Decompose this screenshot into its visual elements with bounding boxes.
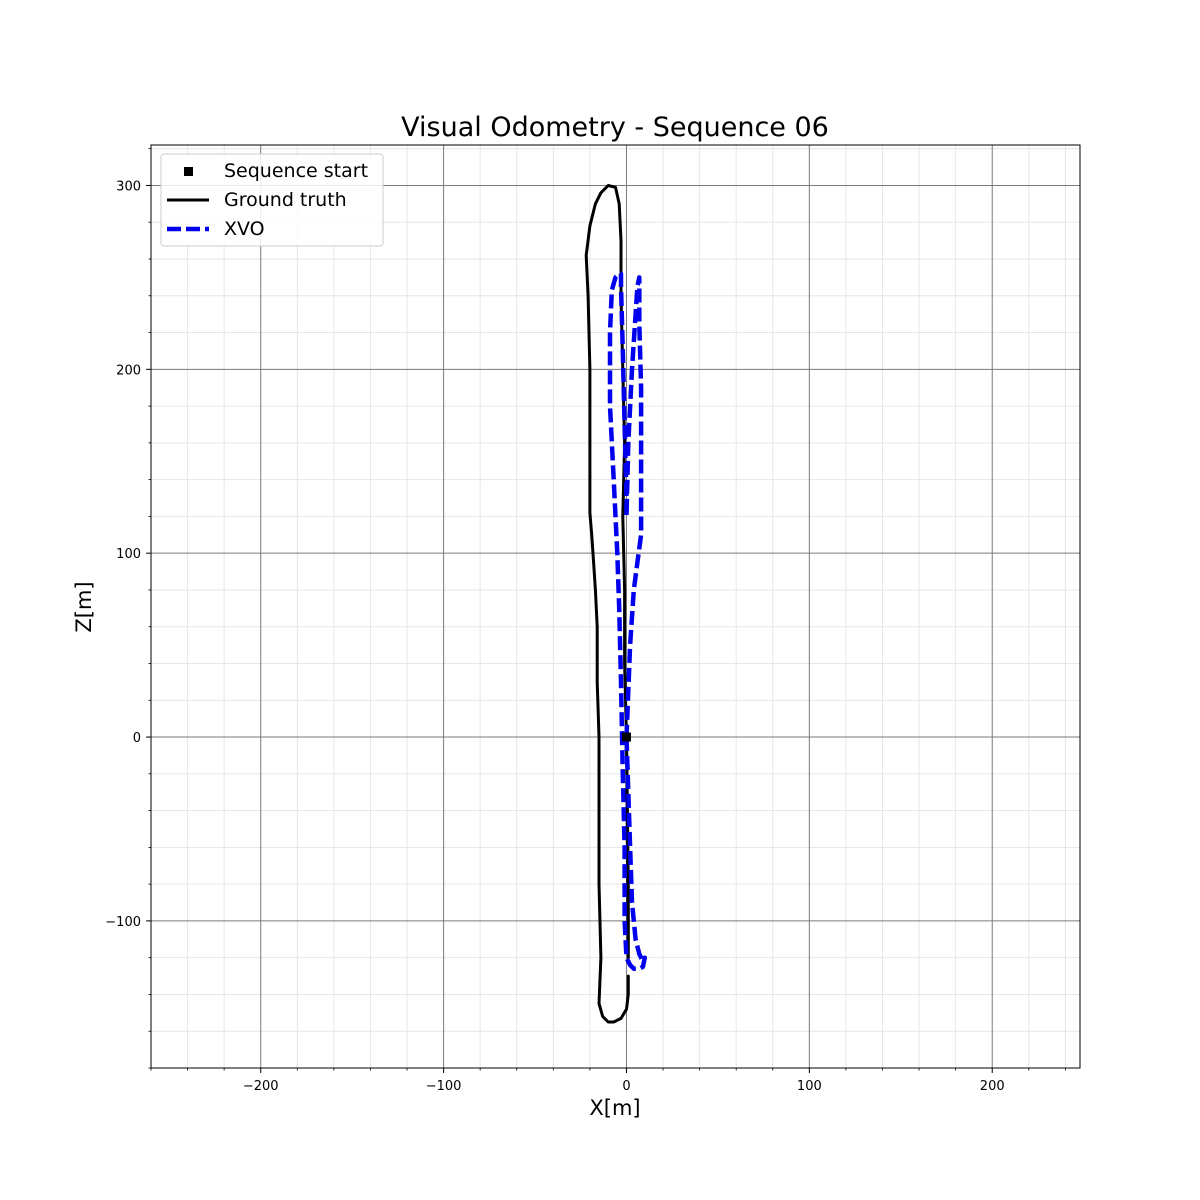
series-xvo-line <box>607 271 648 971</box>
major-grid <box>151 145 1080 1068</box>
plot-frame <box>150 144 1081 1069</box>
y-tick-label: −100 <box>105 915 141 930</box>
sequence-start-marker <box>621 732 631 742</box>
x-tick-label: 0 <box>622 1079 630 1094</box>
x-tick-label: 100 <box>797 1079 822 1094</box>
legend-marker-start <box>184 167 193 176</box>
x-tick-label: 200 <box>980 1079 1005 1094</box>
series-ground-truth-line <box>584 184 630 1024</box>
legend-label-xvo: XVO <box>224 218 265 240</box>
y-tick-label: 100 <box>116 547 141 562</box>
x-tick-label: −200 <box>243 1079 279 1094</box>
legend: Sequence start Ground truth XVO <box>160 153 384 247</box>
y-tick-label: 0 <box>133 731 141 746</box>
x-axis-label: X[m] <box>589 1096 640 1120</box>
chart-title: Visual Odometry - Sequence 06 <box>401 112 829 143</box>
x-tick-label: −100 <box>426 1079 462 1094</box>
plot-series <box>584 184 648 1024</box>
legend-label-ground-truth: Ground truth <box>224 189 347 211</box>
legend-box <box>160 153 384 247</box>
y-axis-label: Z[m] <box>72 581 96 632</box>
y-tick-label: 200 <box>116 363 141 378</box>
axis-ticks: −200 −100 0 100 200 −100 0 100 200 300 <box>105 148 1066 1094</box>
y-tick-label: 300 <box>116 179 141 194</box>
legend-label-start: Sequence start <box>224 160 368 182</box>
